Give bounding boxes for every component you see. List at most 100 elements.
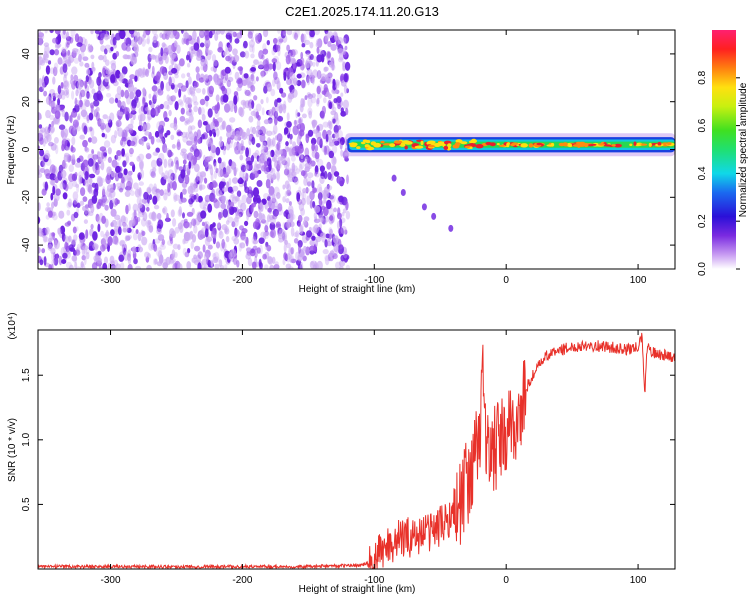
heatmap-cell <box>212 233 218 239</box>
heatmap-cell <box>197 119 203 129</box>
heatmap-cell <box>298 186 302 193</box>
heatmap-cell <box>238 242 242 252</box>
heatmap-cell <box>328 150 335 159</box>
heatmap-cell <box>138 114 143 122</box>
heatmap-cell <box>152 195 158 205</box>
heatmap-cell <box>270 167 276 176</box>
heatmap-cell <box>255 143 261 148</box>
heatmap-cell <box>311 75 315 85</box>
heatmap-cell <box>131 99 137 109</box>
heatmap-cell <box>246 211 250 221</box>
heatmap-cell <box>153 94 157 102</box>
heatmap-cell <box>289 77 294 85</box>
heatmap-cell <box>102 114 108 120</box>
heatmap-cell <box>221 121 225 130</box>
heatmap-cell <box>276 97 282 103</box>
heatmap-cell <box>155 188 161 193</box>
heatmap-cell <box>219 136 223 141</box>
heatmap-cell <box>236 79 241 84</box>
heatmap-cell <box>146 221 151 231</box>
heatmap-cell <box>147 220 152 225</box>
heatmap-cell <box>44 45 50 55</box>
heatmap-cell <box>137 36 143 45</box>
heatmap-cell <box>257 61 264 69</box>
heatmap-cell <box>74 162 82 168</box>
heatmap-cell <box>343 37 347 44</box>
heatmap-cell <box>317 38 323 48</box>
heatmap-cell <box>88 184 93 194</box>
heatmap-cell <box>218 259 223 267</box>
heatmap-cell <box>44 58 49 64</box>
heatmap-cell <box>277 156 284 161</box>
heatmap-cell <box>96 76 102 86</box>
heatmap-cell <box>314 261 318 269</box>
heatmap-cell <box>222 208 228 218</box>
heatmap-cell <box>215 128 220 137</box>
heatmap-cell <box>322 249 329 255</box>
heatmap-cell <box>85 251 90 260</box>
heatmap-cell <box>176 44 181 54</box>
heatmap-cell <box>79 200 85 206</box>
heatmap-cell <box>276 162 282 170</box>
heatmap-cell <box>273 71 278 81</box>
heatmap-cell <box>91 88 96 95</box>
heatmap-cell <box>76 42 83 47</box>
heatmap-cell <box>281 92 287 98</box>
heatmap-cell <box>97 223 101 233</box>
heatmap-cell <box>186 261 192 269</box>
heatmap-cell <box>301 113 307 119</box>
heatmap-cell <box>199 229 204 240</box>
colorbar-tick-label: 0.2 <box>697 214 708 228</box>
heatmap-cell <box>298 118 302 126</box>
heatmap-cell <box>200 59 207 67</box>
heatmap-cell <box>269 216 276 225</box>
heatmap-cell <box>72 191 79 201</box>
heatmap-cell <box>328 61 334 68</box>
heatmap-cell <box>332 118 336 124</box>
heatmap-cell <box>89 79 95 89</box>
heatmap-cell <box>316 46 320 54</box>
heatmap-cell <box>296 135 301 146</box>
heatmap-cell <box>167 169 174 179</box>
heatmap-cell <box>57 57 63 65</box>
heatmap-cell <box>41 79 45 90</box>
heatmap-cell <box>39 59 46 66</box>
heatmap-cell <box>95 106 100 113</box>
heatmap-cell <box>106 93 112 98</box>
x-tick-label: 0 <box>503 575 509 586</box>
heatmap-cell <box>261 107 265 116</box>
heatmap-cell <box>204 162 209 172</box>
heatmap-cell <box>66 202 72 209</box>
heatmap-cell <box>234 195 240 202</box>
heatmap-cell <box>160 47 164 57</box>
heatmap-cell <box>319 165 325 173</box>
heatmap-cell <box>307 129 314 137</box>
heatmap-cell <box>271 58 278 64</box>
heatmap-cell <box>45 65 51 75</box>
heatmap-cell <box>323 97 327 104</box>
heatmap-cell <box>128 220 133 228</box>
heatmap-cell <box>207 244 213 250</box>
heatmap-cell <box>51 120 54 128</box>
heatmap-cell <box>128 30 135 35</box>
heatmap-cell <box>71 90 75 100</box>
heatmap-cell <box>167 176 174 184</box>
heatmap-cell <box>277 115 284 122</box>
heatmap-cell <box>285 263 292 269</box>
heatmap-cell <box>211 227 217 236</box>
heatmap-cell <box>38 246 41 254</box>
heatmap-cell <box>166 130 171 136</box>
heatmap-cell <box>52 92 56 99</box>
heatmap-cell <box>319 175 325 185</box>
heatmap-cell <box>287 173 294 183</box>
heatmap-cell <box>126 180 133 191</box>
heatmap-cell <box>174 73 179 79</box>
colorbar-tick-label: 0.0 <box>697 262 708 276</box>
heatmap-cell <box>255 163 262 169</box>
heatmap-cell <box>90 223 94 230</box>
heatmap-cell <box>156 157 163 167</box>
heatmap-cell <box>109 112 115 122</box>
heatmap-cell <box>275 221 281 228</box>
heatmap-cell <box>245 253 251 260</box>
heatmap-cell <box>251 126 257 135</box>
